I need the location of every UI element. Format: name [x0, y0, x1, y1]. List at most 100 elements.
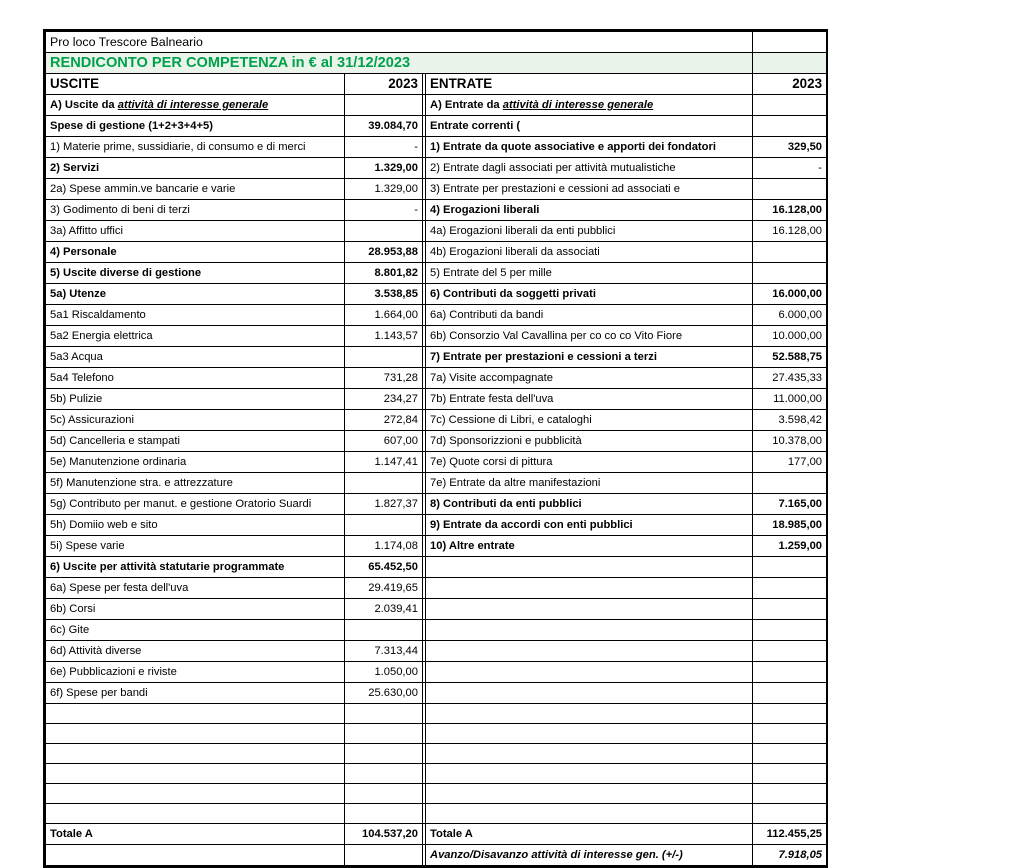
uscite-amount: 39.084,70: [344, 115, 423, 137]
entrate-amount: [752, 661, 828, 683]
uscite-amount: 1.143,57: [344, 325, 423, 347]
entrate-amount: [752, 178, 828, 200]
entrate-amount: [752, 115, 828, 137]
uscite-label: 1) Materie prime, sussidiarie, di consum…: [45, 136, 345, 158]
uscite-amount: 731,28: [344, 367, 423, 389]
document-title-filler: [752, 52, 828, 74]
header-uscite: USCITE: [45, 73, 345, 95]
uscite-label: 3a) Affitto uffici: [45, 220, 345, 242]
table-row: 2) Servizi 1.329,00 2) Entrate dagli assoc…: [45, 157, 828, 179]
entrate-label: [424, 803, 754, 824]
entrate-label: 7b) Entrate festa dell'uva: [424, 388, 754, 410]
organization-name: Pro loco Trescore Balneario: [44, 31, 754, 53]
header-entrate-year: 2023: [752, 73, 828, 95]
document-title: RENDICONTO PER COMPETENZA in € al 31/12/…: [44, 52, 754, 74]
uscite-amount: 234,27: [344, 388, 423, 410]
table-row: 4) Personale 28.953,88 4b) Erogazioni libe…: [45, 241, 828, 263]
entrate-label: 7c) Cessione di Libri, e cataloghi: [424, 409, 754, 431]
uscite-label: 5a1 Riscaldamento: [45, 304, 345, 326]
uscite-label: 4) Personale: [45, 241, 345, 263]
entrate-amount: 7.165,00: [752, 493, 828, 515]
uscite-amount: 2.039,41: [344, 598, 423, 620]
table-row: 3a) Affitto uffici 4a) Erogazioni liberal…: [45, 220, 828, 242]
uscite-amount: 1.174,08: [344, 535, 423, 557]
entrate-amount: [752, 241, 828, 263]
entrate-label: 4b) Erogazioni liberali da associati: [424, 241, 754, 263]
entrate-amount: 11.000,00: [752, 388, 828, 410]
uscite-label: 6e) Pubblicazioni e riviste: [45, 661, 345, 683]
entrate-label: 7d) Sponsorizzioni e pubblicità: [424, 430, 754, 452]
uscite-label: 5a) Utenze: [45, 283, 345, 305]
uscite-amount: [344, 783, 423, 804]
uscite-label: 6b) Corsi: [45, 598, 345, 620]
uscite-amount: 1.329,00: [344, 157, 423, 179]
table-row: 5g) Contributo per manut. e gestione Ora…: [45, 493, 828, 515]
section-a-uscite-amount: [344, 94, 423, 116]
entrate-amount: [752, 640, 828, 662]
uscite-amount: 25.630,00: [344, 682, 423, 704]
table-row: 5h) Domiio web e sito 9) Entrate da accor…: [45, 514, 828, 536]
uscite-amount: 1.329,00: [344, 178, 423, 200]
entrate-amount: [752, 763, 828, 784]
entrate-label: [424, 619, 754, 641]
uscite-amount: -: [344, 199, 423, 221]
entrate-amount: 52.588,75: [752, 346, 828, 368]
uscite-label: 5i) Spese varie: [45, 535, 345, 557]
uscite-label: 5b) Pulizie: [45, 388, 345, 410]
uscite-amount: [344, 723, 423, 744]
section-a-uscite-prefix: A) Uscite da: [50, 99, 118, 111]
uscite-amount: [344, 703, 423, 724]
entrate-amount: 10.000,00: [752, 325, 828, 347]
entrate-amount: [752, 783, 828, 804]
uscite-label: 5g) Contributo per manut. e gestione Ora…: [45, 493, 345, 515]
section-a-uscite: A) Uscite da attività di interesse gener…: [45, 94, 345, 116]
entrate-amount: [752, 619, 828, 641]
entrate-label: 7a) Visite accompagnate: [424, 367, 754, 389]
entrate-label: 7e) Quote corsi di pittura: [424, 451, 754, 473]
entrate-amount: [752, 556, 828, 578]
table-row: 5c) Assicurazioni 272,84 7c) Cessione di L…: [45, 409, 828, 431]
uscite-label: [45, 703, 345, 724]
uscite-label: 5) Uscite diverse di gestione: [45, 262, 345, 284]
organization-row: Pro loco Trescore Balneario: [44, 31, 828, 53]
table-row: 5) Uscite diverse di gestione 8.801,82 5) …: [45, 262, 828, 284]
table-row: Spese di gestione (1+2+3+4+5) 39.084,70 En…: [45, 115, 828, 137]
entrate-amount: [752, 703, 828, 724]
entrate-label: [424, 682, 754, 704]
uscite-amount: 1.664,00: [344, 304, 423, 326]
entrate-amount: [752, 682, 828, 704]
uscite-amount: [344, 346, 423, 368]
uscite-amount: 1.147,41: [344, 451, 423, 473]
uscite-label: 5d) Cancelleria e stampati: [45, 430, 345, 452]
entrate-amount: [752, 598, 828, 620]
uscite-amount: 7.313,44: [344, 640, 423, 662]
uscite-label: 5e) Manutenzione ordinaria: [45, 451, 345, 473]
entrate-label: 3) Entrate per prestazioni e cessioni ad…: [424, 178, 754, 200]
uscite-amount: [344, 763, 423, 784]
totale-uscite-amount: 104.537,20: [344, 823, 423, 845]
entrate-label: [424, 577, 754, 599]
entrate-amount: -: [752, 157, 828, 179]
entrate-amount: [752, 472, 828, 494]
table-row: 6b) Corsi 2.039,41: [45, 598, 828, 620]
table-row: 6e) Pubblicazioni e riviste 1.050,00: [45, 661, 828, 683]
table-row: [45, 803, 828, 824]
avanzo-left-filler: [45, 844, 345, 866]
uscite-amount: 28.953,88: [344, 241, 423, 263]
column-headers-row: USCITE 2023 ENTRATE 2023: [45, 73, 828, 95]
entrate-amount: 18.985,00: [752, 514, 828, 536]
entrate-label: [424, 661, 754, 683]
entrate-amount: 1.259,00: [752, 535, 828, 557]
entrate-label: 5) Entrate del 5 per mille: [424, 262, 754, 284]
uscite-amount: [344, 472, 423, 494]
uscite-label: [45, 803, 345, 824]
entrate-label: 7) Entrate per prestazioni e cessioni a …: [424, 346, 754, 368]
header-entrate: ENTRATE: [424, 73, 754, 95]
entrate-amount: 16.128,00: [752, 199, 828, 221]
entrate-label: 10) Altre entrate: [424, 535, 754, 557]
entrate-label: [424, 783, 754, 804]
table-row: 5a1 Riscaldamento 1.664,00 6a) Contributi …: [45, 304, 828, 326]
table-row: 1) Materie prime, sussidiarie, di consum…: [45, 136, 828, 158]
table-row: 6f) Spese per bandi 25.630,00: [45, 682, 828, 704]
uscite-label: 5f) Manutenzione stra. e attrezzature: [45, 472, 345, 494]
